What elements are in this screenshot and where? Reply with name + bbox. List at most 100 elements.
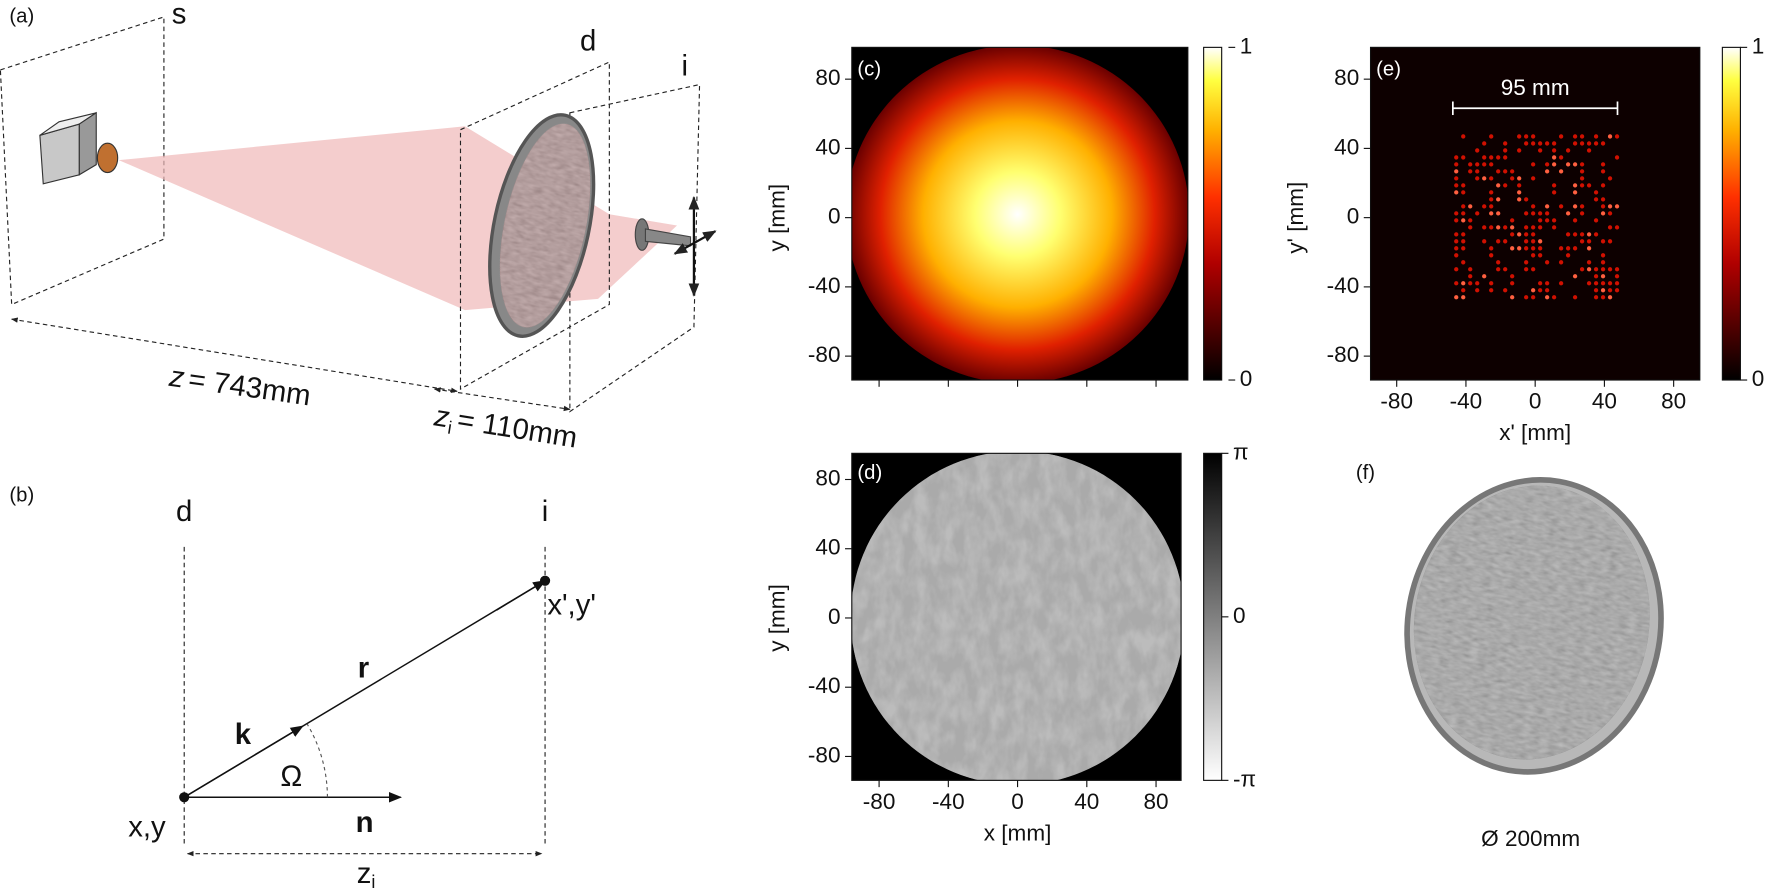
- point: [1531, 239, 1536, 244]
- x-tick-label: 80: [1661, 389, 1686, 414]
- point: [1607, 239, 1613, 244]
- point: [1607, 288, 1613, 293]
- point: [1482, 155, 1487, 160]
- point: [1517, 232, 1522, 237]
- y-tick-label: -40: [808, 273, 841, 298]
- point: [1503, 169, 1508, 174]
- point: [1607, 176, 1613, 181]
- point: [1572, 232, 1578, 237]
- axes-frame: [851, 46, 1189, 381]
- point: [1489, 197, 1494, 202]
- arrow-head: [496, 580, 547, 611]
- point: [1544, 288, 1550, 293]
- point: [1510, 274, 1515, 279]
- point: [1510, 225, 1515, 230]
- x-tick-label: 80: [1144, 789, 1169, 814]
- point: [1614, 134, 1620, 139]
- point: [1579, 169, 1585, 174]
- x-axis-label: x [mm]: [984, 820, 1052, 845]
- point: [1503, 239, 1508, 244]
- point: [1496, 239, 1501, 244]
- point: [1461, 134, 1466, 139]
- point: [1524, 197, 1529, 202]
- point: [1482, 225, 1487, 230]
- point: [1489, 253, 1494, 258]
- point: [1551, 183, 1557, 188]
- point: [1475, 211, 1480, 216]
- subscript: i: [446, 417, 453, 437]
- point: [1503, 148, 1508, 153]
- point: [1454, 281, 1459, 286]
- point: [1531, 267, 1536, 272]
- panel-d: (d): [851, 452, 1223, 781]
- point: [1586, 232, 1592, 237]
- vector-label: k: [235, 718, 252, 751]
- point: [1593, 274, 1599, 279]
- point: [1503, 225, 1508, 230]
- point: [1454, 267, 1459, 272]
- colorbar-tick-label: 1: [1752, 33, 1765, 58]
- point: [1572, 204, 1578, 209]
- point: [1524, 134, 1529, 139]
- point: [1517, 190, 1522, 195]
- point: [1454, 246, 1459, 251]
- point: [1468, 218, 1473, 223]
- point: [1496, 260, 1501, 265]
- point: [1586, 246, 1592, 251]
- point: [1600, 197, 1606, 202]
- point: [1489, 225, 1494, 230]
- x-tick-label: 40: [1592, 389, 1617, 414]
- point: [1565, 246, 1571, 251]
- symbol: z: [357, 857, 372, 890]
- point: [1600, 260, 1606, 265]
- point: [1579, 267, 1585, 272]
- point: [1531, 162, 1536, 167]
- point: [1531, 288, 1536, 293]
- point: [1614, 274, 1620, 279]
- point: [1572, 218, 1578, 223]
- point: [1565, 162, 1571, 167]
- point: [1600, 162, 1606, 167]
- point: [1586, 239, 1592, 244]
- point: [1531, 246, 1536, 251]
- point: [1558, 134, 1564, 139]
- point: [1496, 225, 1501, 230]
- point: [1537, 288, 1543, 293]
- point: [1496, 155, 1501, 160]
- point: [1489, 288, 1494, 293]
- point: [1600, 253, 1606, 258]
- point: [1558, 155, 1564, 160]
- point: [1544, 211, 1550, 216]
- point: [1489, 190, 1494, 195]
- point: [1475, 162, 1480, 167]
- point: [1510, 218, 1515, 223]
- point: [1558, 246, 1564, 251]
- point: [1489, 281, 1494, 286]
- point: [1531, 141, 1536, 146]
- point: [1454, 155, 1459, 160]
- point: [1551, 218, 1557, 223]
- y-tick-label: 0: [1347, 204, 1360, 229]
- panel-f: (f) Ø 200mm: [1356, 462, 1664, 851]
- point: [1572, 295, 1578, 300]
- point: [1579, 183, 1585, 188]
- point: [1586, 141, 1592, 146]
- point: [539, 575, 551, 586]
- point: [1537, 281, 1543, 286]
- point: [1537, 141, 1543, 146]
- point: [1600, 204, 1606, 209]
- point: [1489, 211, 1494, 216]
- y-tick-label: -80: [1327, 342, 1360, 367]
- point: [1482, 204, 1487, 209]
- point: [1517, 134, 1522, 139]
- distance-label: zi= 110mm: [431, 399, 580, 457]
- point: [1600, 141, 1606, 146]
- beam: [118, 126, 678, 311]
- panel-a: (a) s d i z= 743mm zi= 110mm: [0, 0, 717, 457]
- point: [1475, 176, 1480, 181]
- colorbar-tick-label: 1: [1240, 33, 1253, 58]
- point: [1531, 204, 1536, 209]
- wand: [634, 195, 717, 297]
- point: [1544, 260, 1550, 265]
- point: [1468, 281, 1473, 286]
